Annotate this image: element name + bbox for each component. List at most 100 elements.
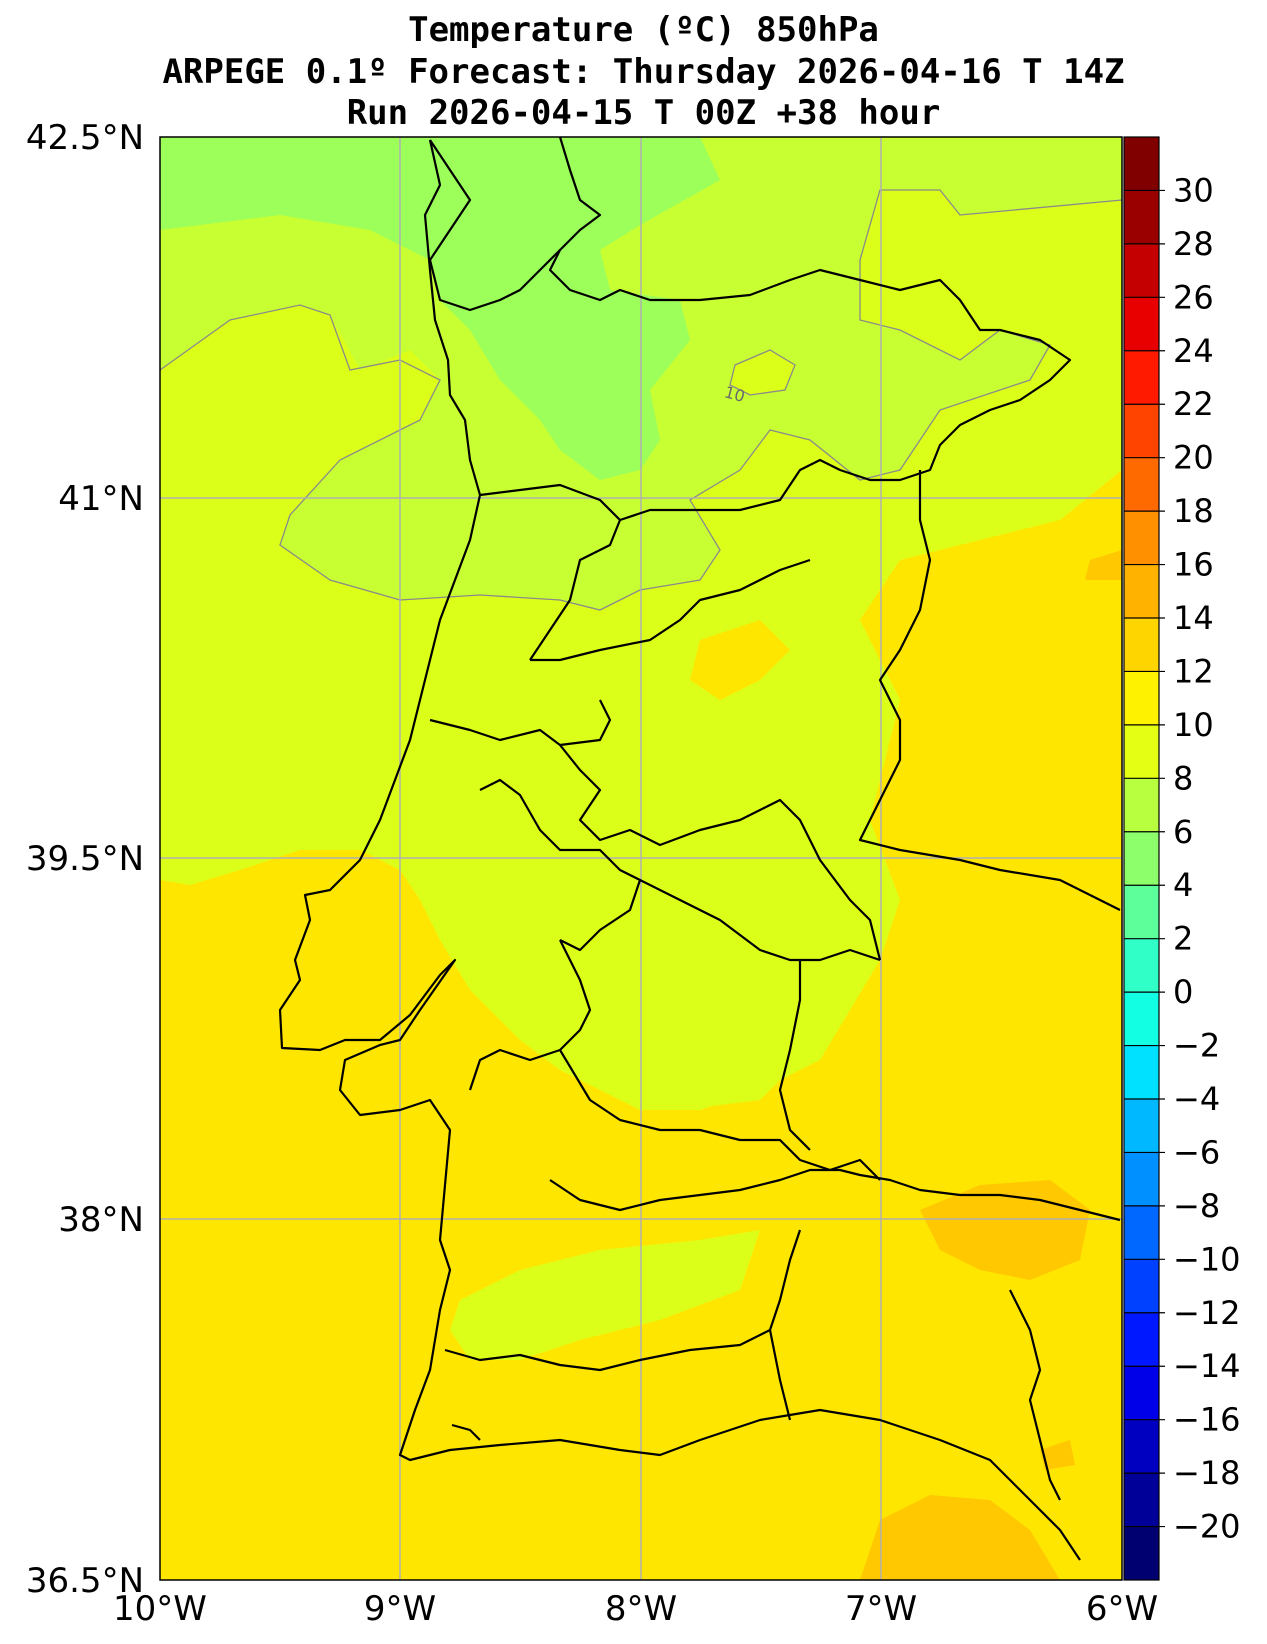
colorbar-label: −14 [1173,1347,1241,1385]
colorbar-segment [1124,350,1159,405]
colorbar-label: −2 [1173,1027,1220,1065]
colorbar-label: 12 [1173,652,1214,690]
colorbar-label: −4 [1173,1080,1220,1118]
district-leiria [429,699,612,747]
lon-label-8w: 8°W [605,1589,677,1629]
colorbar-segment [1124,297,1159,352]
colorbar-label: 4 [1173,866,1193,904]
colorbar-label: 22 [1173,385,1214,423]
district-aveiro [479,483,622,661]
border-north-spain [548,136,1072,482]
colorbar-label: 8 [1173,759,1193,797]
colorbar-segment [1124,1526,1159,1581]
colorbar-segment [1124,511,1159,566]
colorbar-segment [1124,1205,1159,1260]
colorbar-segment [1124,190,1159,245]
field-inner-patch [730,350,795,395]
colorbar-segment [1124,243,1159,298]
colorbar-segment [1124,1099,1159,1153]
colorbar-segment [1124,671,1159,726]
field-band-6-8 [160,137,720,480]
colorbar-label: 10 [1173,706,1214,744]
colorbar-label: −12 [1173,1294,1241,1332]
colorbar-segment [1124,564,1159,619]
colorbar-label: 2 [1173,920,1193,958]
colorbar-segment [1124,1366,1159,1421]
colorbar-label: 14 [1173,599,1214,637]
district-braga-north [428,139,561,312]
lon-label-10w: 10°W [113,1589,207,1629]
coastline [278,139,1081,1561]
colorbar-label: 26 [1173,278,1214,316]
field-central-patch [570,990,800,1110]
colorbar-label: 16 [1173,546,1214,584]
colorbar-label: −6 [1173,1133,1220,1171]
district-sw [451,1423,481,1441]
district-algarve-east [768,1329,792,1421]
colorbar-label: 30 [1173,171,1214,209]
colorbar-label: 0 [1173,973,1193,1011]
colorbar-label: 24 [1173,332,1214,370]
colorbar-segment [1124,724,1159,779]
lat-label-39-5: 39.5°N [26,839,144,879]
borders [278,136,1121,1561]
colorbar-label: 18 [1173,492,1214,530]
lat-label-42-5: 42.5°N [26,118,144,158]
colorbar-segment [1124,1473,1159,1528]
contour-label: 10 [722,382,747,406]
district-santarem [479,778,642,952]
district-beja [549,1168,1121,1222]
colorbar-segment [1124,457,1159,512]
field-south-tongue [450,1230,760,1360]
colorbar-segment [1124,137,1159,191]
lat-label-36-5: 36.5°N [26,1561,144,1601]
colorbar-segment [1124,1045,1159,1100]
border-east-spain [858,470,1121,911]
field-orange-patch-se [920,1180,1090,1280]
lon-label-9w: 9°W [364,1589,436,1629]
colorbar-segment [1124,938,1159,993]
field-orange-patch-east [1085,550,1122,580]
lon-labels: 10°W 9°W 8°W 7°W 6°W [113,1589,1158,1629]
colorbar-segment [1124,404,1159,459]
colorbar-label: 20 [1173,439,1214,477]
title-line-3: Run 2026-04-15 T 00Z +38 hour [346,93,941,133]
colorbar-segment [1124,992,1159,1047]
colorbar-label: 6 [1173,813,1193,851]
colorbar-segment [1124,1152,1159,1207]
colorbar: 302826242220181614121086420−2−4−6−8−10−1… [1123,136,1241,1581]
colorbar-segment [1124,831,1159,886]
district-castelo-branco [559,744,882,961]
colorbar-frame [1123,136,1160,1581]
lat-label-38: 38°N [58,1200,144,1240]
title-line-1: Temperature (ºC) 850hPa [408,10,879,50]
colorbar-segment [1124,618,1159,672]
district-andalusia [1009,1289,1061,1501]
lon-label-6w: 6°W [1086,1589,1158,1629]
contour-10-line [160,189,1122,611]
colorbar-segment [1124,1259,1159,1314]
colorbar-label: −10 [1173,1240,1241,1278]
gridlines [160,137,1122,1580]
colorbar-segment [1124,778,1159,833]
field-orange-speck [1040,1440,1075,1470]
map-frame [159,136,1123,1581]
title-line-2: ARPEGE 0.1º Forecast: Thursday 2026-04-1… [162,52,1125,92]
colorbar-label: −20 [1173,1508,1241,1546]
district-evora [559,1049,881,1181]
district-east [778,960,811,1151]
colorbar-segment [1124,1312,1159,1367]
colorbar-label: −16 [1173,1401,1241,1439]
lat-labels: 42.5°N 41°N 39.5°N 38°N 36.5°N [26,118,144,1601]
lat-label-41: 41°N [58,479,144,519]
colorbar-segment [1124,885,1159,940]
colorbar-label: 28 [1173,225,1214,263]
contour-10-ring [729,349,796,396]
district-coimbra [530,558,811,662]
district-viseu [619,458,841,522]
colorbar-segment [1124,1419,1159,1474]
colorbar-label: −8 [1173,1187,1220,1225]
colorbar-label: −18 [1173,1454,1241,1492]
district-algarve-north [444,1229,802,1372]
district-portalegre [639,879,881,962]
